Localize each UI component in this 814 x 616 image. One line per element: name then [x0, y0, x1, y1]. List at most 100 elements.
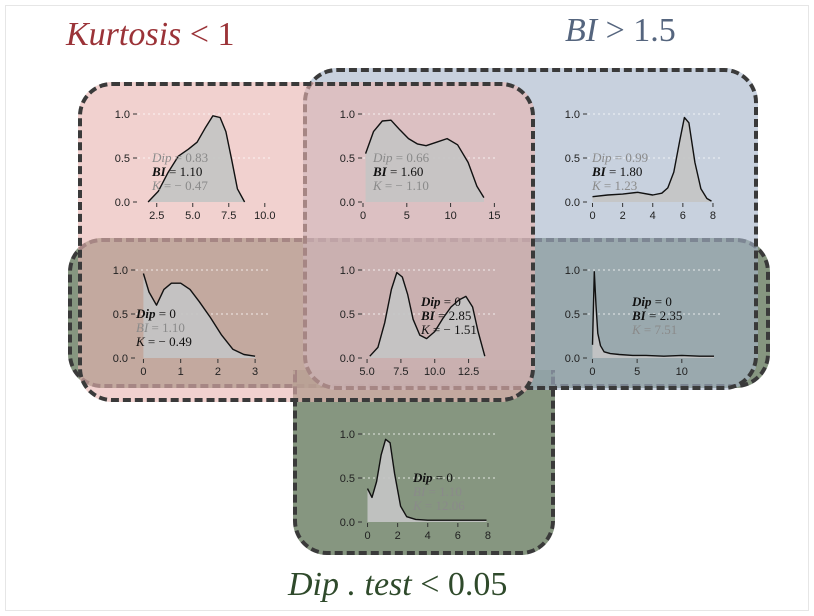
kurtosis-title-threshold: < 1 [181, 16, 235, 53]
dip-title-threshold: < 0.05 [411, 566, 508, 603]
y-tick-label: 0.5 [565, 153, 580, 165]
x-tick-label: 1 [178, 366, 184, 378]
density-curve [142, 273, 256, 357]
x-tick-label: 5.0 [185, 210, 200, 222]
density-area [367, 439, 487, 522]
y-tick-label: 1.0 [113, 265, 128, 277]
x-tick-label: 0 [364, 530, 370, 542]
x-tick-label: 3 [252, 366, 258, 378]
dip-title: Dip . test < 0.05 [288, 566, 507, 604]
y-tick-label: 0.0 [565, 353, 580, 365]
x-tick-label: 7.5 [393, 366, 408, 378]
stat-dip: Dip = 0 [135, 306, 176, 321]
x-tick-label: 10.0 [254, 210, 275, 222]
y-tick-label: 0.0 [115, 197, 130, 209]
x-tick-label: 10 [676, 366, 688, 378]
stat-bi: BI = 2.35 [631, 308, 682, 323]
stat-k: K = 1.23 [591, 178, 637, 193]
x-tick-label: 6 [455, 530, 461, 542]
stat-bi: BI = 1.60 [372, 164, 423, 179]
stat-dip: Dip = 0.99 [591, 150, 648, 165]
kurtosis-title: Kurtosis < 1 [66, 16, 234, 54]
y-tick-label: 1.0 [340, 265, 355, 277]
y-tick-label: 1.0 [115, 109, 130, 121]
y-tick-label: 0.0 [565, 197, 580, 209]
density-curve [592, 116, 712, 202]
x-tick-label: 0 [589, 366, 595, 378]
stat-bi: BI = 1.10 [413, 484, 462, 499]
stat-k: K = − 0.47 [151, 178, 208, 193]
y-tick-label: 0.0 [340, 197, 355, 209]
density-area [369, 272, 485, 358]
density-panel-4: 0.0 0.5 1.0 0 1 2 3 Dip = 0BI = 1.10K = − 0.49 [113, 265, 270, 378]
stat-bi: BI = 1.80 [591, 164, 642, 179]
x-tick-label: 7.5 [221, 210, 236, 222]
y-tick-label: 1.0 [565, 109, 580, 121]
figure-frame [5, 5, 809, 611]
x-tick-label: 8 [485, 530, 491, 542]
x-tick-label: 4 [650, 210, 656, 222]
stat-k: K = − 1.51 [420, 322, 477, 337]
y-tick-label: 0.0 [340, 353, 355, 365]
x-tick-label: 5 [634, 366, 640, 378]
kurtosis-title-label: Kurtosis [66, 16, 182, 53]
x-tick-label: 10.0 [424, 366, 445, 378]
bi-title-threshold: > 1.5 [597, 12, 676, 49]
dip-title-label: Dip . test [288, 566, 412, 603]
x-tick-label: 0 [589, 210, 595, 222]
stat-bi: BI = 1.10 [151, 164, 202, 179]
bi-title: BI > 1.5 [565, 12, 676, 50]
y-tick-label: 0.5 [113, 309, 128, 321]
y-tick-label: 1.0 [565, 265, 580, 277]
x-tick-label: 6 [680, 210, 686, 222]
density-area [592, 117, 712, 202]
y-tick-label: 0.5 [340, 153, 355, 165]
density-panel-6: 0.0 0.5 1.0 0 5 10 Dip = 0BI = 2.35K = 7.51 [565, 265, 722, 378]
y-tick-label: 1.0 [340, 109, 355, 121]
stat-k: K = − 0.49 [135, 334, 192, 349]
density-area [365, 120, 484, 202]
density-panel-7: 0.0 0.5 1.0 0 2 4 6 8 Dip = 0BI = 1.10K = 12.06 [340, 429, 497, 542]
stat-k: K = − 1.10 [372, 178, 429, 193]
y-tick-label: 0.5 [340, 473, 355, 485]
x-tick-label: 2.5 [149, 210, 164, 222]
density-curve [364, 119, 485, 198]
x-tick-label: 4 [425, 530, 431, 542]
stat-bi: BI = 1.10 [136, 320, 185, 335]
y-tick-label: 1.0 [340, 429, 355, 441]
stat-k: K = 7.51 [631, 322, 677, 337]
y-tick-label: 0.5 [565, 309, 580, 321]
stat-bi: BI = 2.85 [420, 308, 471, 323]
density-curve [366, 438, 487, 521]
density-curve [147, 115, 246, 203]
y-tick-label: 0.5 [115, 153, 130, 165]
stat-dip: Dip = 0.66 [372, 150, 430, 165]
density-area [148, 115, 245, 202]
x-tick-label: 2 [395, 530, 401, 542]
density-panel-5: 0.0 0.5 1.0 5.0 7.5 10.0 12.5 Dip = 0BI = 2.85K… [340, 265, 497, 378]
x-tick-label: 0 [360, 210, 366, 222]
x-tick-label: 5.0 [359, 366, 374, 378]
bi-title-label: BI [565, 12, 598, 49]
density-curve [591, 271, 714, 357]
y-tick-label: 0.5 [340, 309, 355, 321]
y-tick-label: 0.0 [113, 353, 128, 365]
x-tick-label: 12.5 [458, 366, 479, 378]
x-tick-label: 0 [140, 366, 146, 378]
x-tick-label: 5 [404, 210, 410, 222]
density-area [143, 273, 256, 358]
x-tick-label: 2 [620, 210, 626, 222]
stat-dip: Dip = 0 [631, 294, 672, 309]
stat-k: K = 12.06 [412, 498, 465, 513]
x-tick-label: 2 [215, 366, 221, 378]
x-tick-label: 8 [710, 210, 716, 222]
density-curve [369, 271, 486, 357]
stat-dip: Dip = 0 [420, 294, 461, 309]
y-tick-label: 0.0 [340, 517, 355, 529]
stat-dip: Dip = 0 [412, 470, 453, 485]
x-tick-label: 15 [488, 210, 500, 222]
x-tick-label: 10 [444, 210, 456, 222]
stat-dip: Dip = 0.83 [151, 150, 208, 165]
